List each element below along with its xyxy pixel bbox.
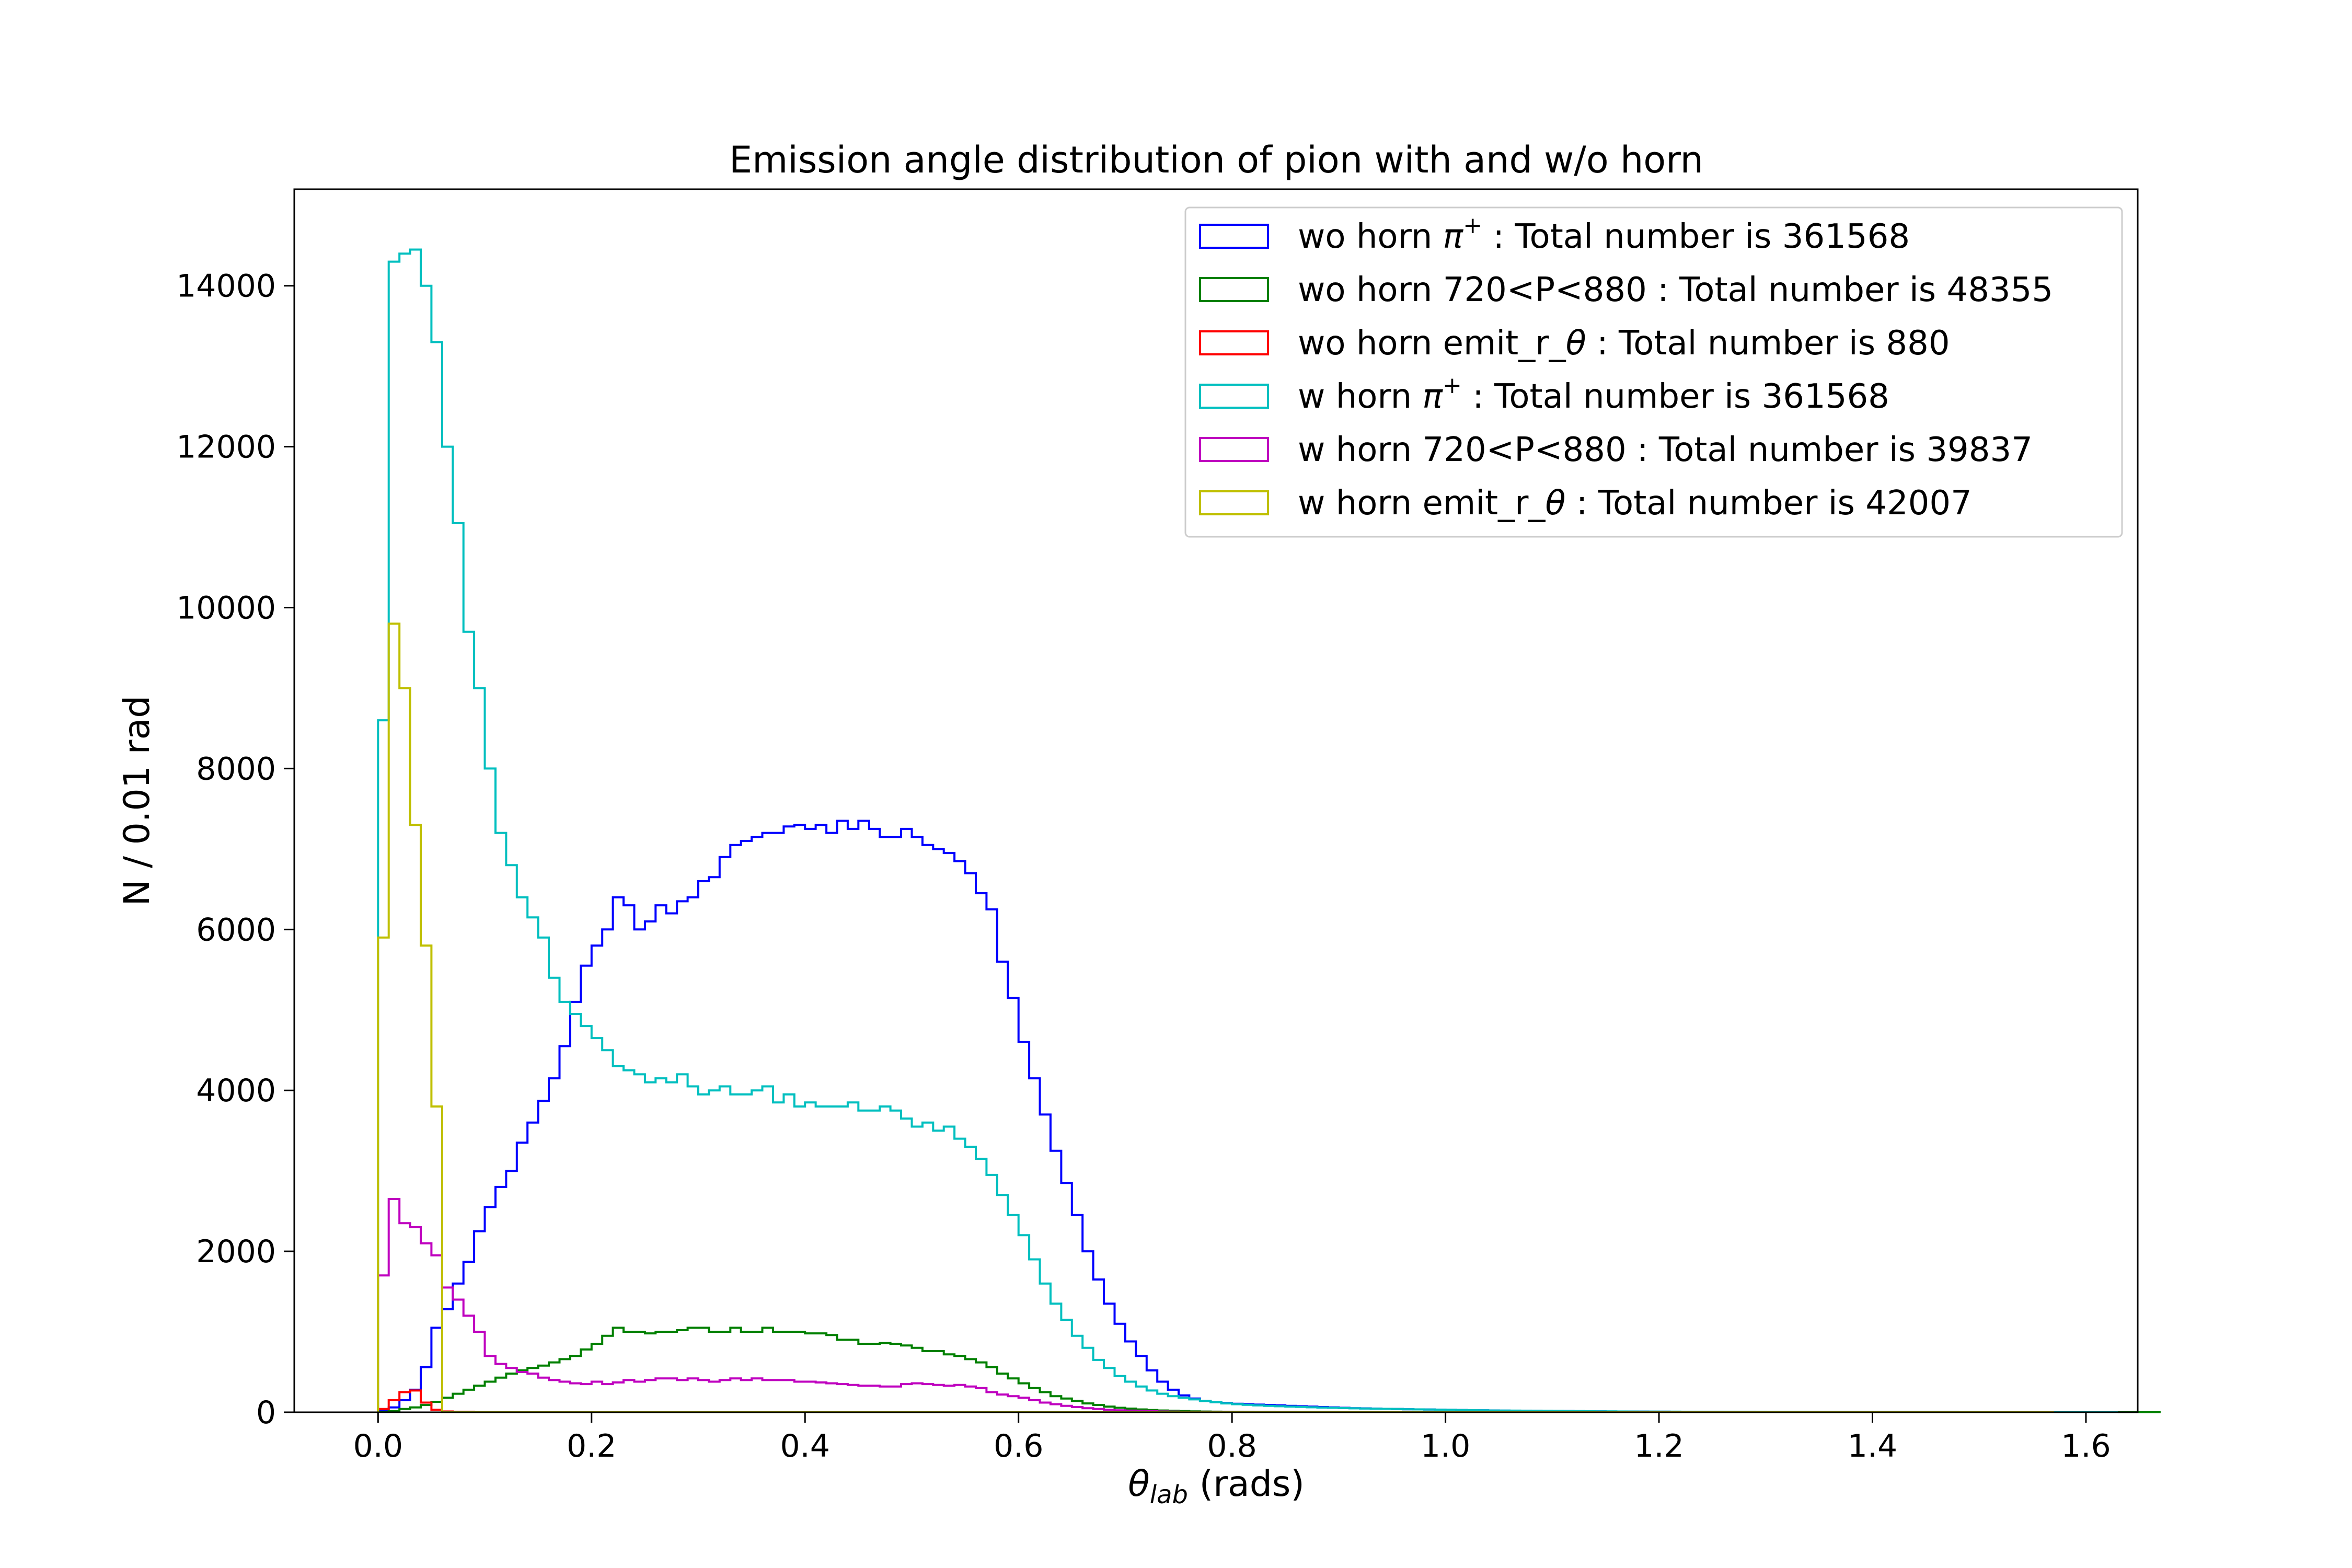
y-tick-label: 8000 <box>196 751 276 787</box>
legend-entry-label: wo horn emit_r_θ : Total number is 880 <box>1298 324 1950 363</box>
y-tick-label: 0 <box>256 1394 276 1431</box>
y-tick-label: 4000 <box>196 1073 276 1109</box>
x-axis: 0.0 0.2 0.4 0.6 0.8 1.0 1.2 1.4 1.6 <box>353 1412 2111 1465</box>
x-tick-label: 0.0 <box>353 1428 403 1465</box>
plot-frame <box>293 188 2139 1413</box>
legend-box <box>1184 206 2123 538</box>
y-tick-label: 6000 <box>196 912 276 948</box>
y-axis: 0 2000 4000 6000 8000 10000 12000 14000 <box>176 268 294 1431</box>
x-tick-label: 1.4 <box>1848 1428 1897 1465</box>
y-axis-label: N / 0.01 rad <box>117 696 158 906</box>
y-tick-label: 2000 <box>196 1233 276 1270</box>
legend-swatch <box>1199 330 1269 355</box>
legend-entry-label: wo horn 720<P<880 : Total number is 4835… <box>1298 271 2053 309</box>
x-tick-label: 0.8 <box>1207 1428 1256 1465</box>
y-tick-label: 14000 <box>176 268 276 305</box>
legend-swatch <box>1199 384 1269 409</box>
legend-entry-label: w horn emit_r_θ : Total number is 42007 <box>1298 484 1972 523</box>
x-tick-label: 0.4 <box>780 1428 830 1465</box>
y-tick-label: 10000 <box>176 590 276 627</box>
x-tick-label: 1.0 <box>1421 1428 1470 1465</box>
x-axis-label: θlab (rads) <box>1128 1463 1305 1509</box>
x-tick-label: 0.6 <box>994 1428 1043 1465</box>
legend-entry-label: w horn π+ : Total number is 361568 <box>1298 372 1889 416</box>
legend-swatch <box>1199 437 1269 462</box>
y-tick-label: 12000 <box>176 429 276 466</box>
x-tick-label: 1.6 <box>2061 1428 2111 1465</box>
legend-swatch <box>1199 277 1269 302</box>
legend: wo horn π+ : Total number is 361568 wo ho… <box>1184 206 2123 538</box>
legend-entry-label: w horn 720<P<880 : Total number is 39837 <box>1298 431 2033 469</box>
legend-entry-label: wo horn π+ : Total number is 361568 <box>1298 212 1910 256</box>
x-tick-label: 0.2 <box>567 1428 616 1465</box>
x-tick-label: 1.2 <box>1634 1428 1684 1465</box>
legend-swatch <box>1199 490 1269 515</box>
legend-swatch <box>1199 224 1269 249</box>
chart-title: Emission angle distribution of pion with… <box>729 139 1703 181</box>
